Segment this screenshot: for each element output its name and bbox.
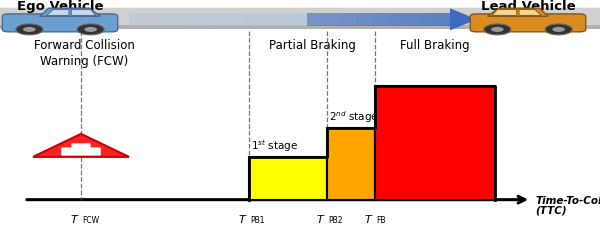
Text: $T$: $T$ — [70, 213, 79, 225]
Bar — [210, 13, 226, 26]
FancyBboxPatch shape — [71, 143, 91, 149]
Bar — [194, 13, 210, 26]
Text: $T$: $T$ — [316, 213, 325, 225]
Text: Ego Vehicle: Ego Vehicle — [17, 0, 103, 13]
Text: PB1: PB1 — [250, 216, 265, 225]
Bar — [404, 13, 421, 26]
Bar — [249, 157, 327, 200]
Text: PB2: PB2 — [328, 216, 343, 225]
Text: 2$^{nd}$ stage: 2$^{nd}$ stage — [329, 109, 379, 125]
Bar — [388, 13, 404, 26]
Text: (TTC): (TTC) — [535, 205, 567, 216]
Polygon shape — [487, 8, 548, 16]
Text: 1$^{st}$ stage: 1$^{st}$ stage — [251, 138, 299, 154]
Bar — [375, 86, 495, 200]
Polygon shape — [33, 134, 129, 157]
Circle shape — [85, 27, 97, 32]
Polygon shape — [40, 8, 101, 16]
Bar — [437, 13, 453, 26]
Polygon shape — [492, 9, 517, 15]
Text: FCW: FCW — [82, 216, 100, 225]
Text: Full Braking: Full Braking — [400, 39, 470, 52]
Circle shape — [16, 24, 43, 35]
Circle shape — [23, 27, 36, 32]
Circle shape — [545, 24, 572, 35]
Bar — [307, 13, 323, 26]
Bar — [226, 13, 242, 26]
Bar — [178, 13, 194, 26]
Text: $T$: $T$ — [364, 213, 373, 225]
Bar — [323, 13, 340, 26]
Bar — [327, 128, 375, 200]
Circle shape — [553, 27, 565, 32]
Bar — [0, 7, 600, 29]
Bar — [0, 25, 600, 29]
Bar — [291, 13, 307, 26]
Text: Partial Braking: Partial Braking — [269, 39, 355, 52]
Text: Lead Vehicle: Lead Vehicle — [481, 0, 575, 13]
Polygon shape — [47, 9, 69, 15]
Bar — [356, 13, 372, 26]
Text: Forward Collision
Warning (FCW): Forward Collision Warning (FCW) — [34, 39, 134, 68]
Bar — [421, 13, 437, 26]
FancyBboxPatch shape — [61, 147, 101, 156]
Bar — [372, 13, 388, 26]
Polygon shape — [71, 9, 96, 15]
Polygon shape — [450, 8, 477, 30]
Text: $T$: $T$ — [238, 213, 247, 225]
Text: Time-To-Collision: Time-To-Collision — [535, 196, 600, 206]
Bar — [129, 13, 145, 26]
Circle shape — [484, 24, 511, 35]
FancyBboxPatch shape — [470, 14, 586, 32]
Bar — [275, 13, 291, 26]
Bar — [340, 13, 356, 26]
Bar — [161, 13, 178, 26]
Circle shape — [491, 27, 504, 32]
Bar — [145, 13, 161, 26]
FancyBboxPatch shape — [2, 14, 118, 32]
Circle shape — [77, 24, 104, 35]
Bar — [259, 13, 275, 26]
Text: FB: FB — [376, 216, 386, 225]
Bar — [242, 13, 259, 26]
Polygon shape — [519, 9, 542, 15]
